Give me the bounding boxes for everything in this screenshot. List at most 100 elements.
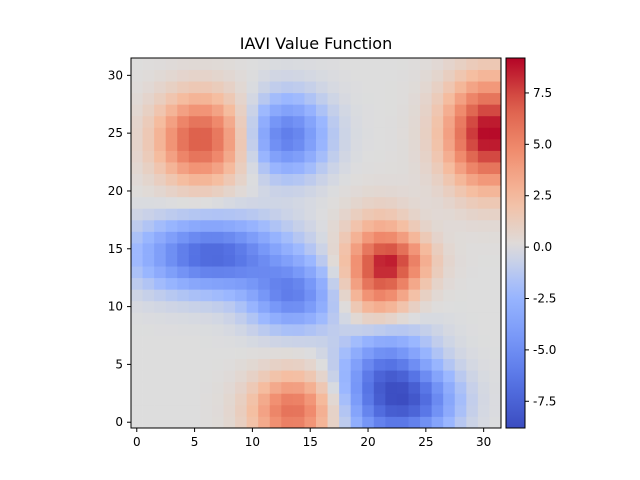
heatmap-cell (142, 127, 155, 140)
heatmap-cell (131, 81, 143, 94)
heatmap-cell (188, 115, 201, 128)
heatmap-cell (142, 92, 155, 105)
heatmap-cell (408, 115, 421, 128)
heatmap-cell (269, 335, 282, 348)
heatmap-cell (292, 300, 305, 313)
heatmap-cell (165, 185, 178, 198)
heatmap-cell (350, 416, 363, 429)
heatmap-cell (408, 69, 421, 82)
heatmap-cell (223, 347, 236, 360)
heatmap-cell (443, 127, 456, 140)
heatmap-cell (362, 173, 375, 186)
heatmap-cell (177, 416, 190, 429)
heatmap-cell (477, 312, 490, 325)
x-axis: 0 5 10 15 20 25 30 (133, 428, 491, 449)
heatmap-cell (246, 208, 259, 221)
heatmap-cell (466, 358, 479, 371)
heatmap-cell (223, 173, 236, 186)
heatmap-cell (142, 289, 155, 302)
heatmap-cell (200, 289, 213, 302)
heatmap-cell (420, 335, 433, 348)
heatmap-cell (292, 196, 305, 209)
heatmap-cell (350, 393, 363, 406)
heatmap-cell (258, 173, 271, 186)
heatmap-cell (177, 300, 190, 313)
heatmap-cell (489, 347, 502, 360)
heatmap-cells (131, 58, 502, 429)
heatmap-cell (431, 347, 444, 360)
heatmap-cell (396, 81, 409, 94)
heatmap-cell (165, 381, 178, 394)
heatmap-cell (211, 277, 224, 290)
heatmap-cell (373, 196, 386, 209)
heatmap-cell (281, 358, 294, 371)
heatmap-cell (339, 92, 352, 105)
heatmap-cell (188, 404, 201, 417)
heatmap-cell (373, 92, 386, 105)
heatmap-cell (327, 69, 340, 82)
heatmap-cell (408, 208, 421, 221)
heatmap-cell (188, 104, 201, 117)
heatmap-cell (131, 254, 143, 267)
heatmap-cell (246, 312, 259, 325)
heatmap-cell (339, 69, 352, 82)
colorbar-axis: -7.5 -5.0 -2.5 0.0 2.5 5.0 7.5 (525, 86, 556, 408)
heatmap-cell (408, 185, 421, 198)
heatmap-cell (373, 69, 386, 82)
heatmap-cell (269, 300, 282, 313)
heatmap-cell (200, 138, 213, 151)
x-tick-label: 10 (245, 435, 260, 449)
heatmap-cell (188, 127, 201, 140)
heatmap-cell (281, 231, 294, 244)
heatmap-cell (408, 173, 421, 186)
heatmap-cell (362, 92, 375, 105)
heatmap-cell (304, 173, 317, 186)
heatmap-cell (396, 196, 409, 209)
heatmap-cell (142, 162, 155, 175)
heatmap-cell (211, 219, 224, 232)
heatmap-cell (350, 115, 363, 128)
heatmap-cell (131, 243, 143, 255)
heatmap-cell (235, 196, 248, 209)
heatmap-cell (443, 185, 456, 198)
heatmap-cell (443, 335, 456, 348)
heatmap-cell (489, 104, 502, 117)
heatmap-cell (316, 370, 328, 383)
heatmap-cell (396, 58, 409, 70)
heatmap-cell (420, 127, 433, 140)
heatmap-cell (408, 162, 421, 175)
heatmap-cell (131, 219, 143, 232)
heatmap-cell (235, 289, 248, 302)
heatmap-cell (258, 254, 271, 267)
heatmap-cell (350, 196, 363, 209)
heatmap-cell (454, 231, 467, 244)
heatmap-cell (327, 347, 340, 360)
chart-title: IAVI Value Function (240, 34, 392, 53)
heatmap-cell (466, 69, 479, 82)
heatmap-cell (339, 277, 352, 290)
heatmap-cell (165, 58, 178, 70)
heatmap-cell (177, 104, 190, 117)
heatmap-cell (235, 115, 248, 128)
heatmap-cell (385, 243, 398, 255)
heatmap-cell (350, 312, 363, 325)
heatmap-cell (211, 92, 224, 105)
heatmap-cell (385, 300, 398, 313)
heatmap-cell (454, 289, 467, 302)
heatmap-cell (154, 254, 167, 267)
heatmap-cell (292, 358, 305, 371)
heatmap-cell (292, 404, 305, 417)
heatmap-cell (373, 219, 386, 232)
heatmap-cell (177, 370, 190, 383)
heatmap-cell (177, 254, 190, 267)
heatmap-cell (258, 208, 271, 221)
heatmap-cell (223, 162, 236, 175)
heatmap-cell (177, 115, 190, 128)
heatmap-cell (165, 81, 178, 94)
heatmap-cell (177, 393, 190, 406)
heatmap-cell (235, 92, 248, 105)
heatmap-cell (350, 104, 363, 117)
heatmap-cell (420, 81, 433, 94)
heatmap-cell (350, 185, 363, 198)
heatmap-cell (396, 104, 409, 117)
